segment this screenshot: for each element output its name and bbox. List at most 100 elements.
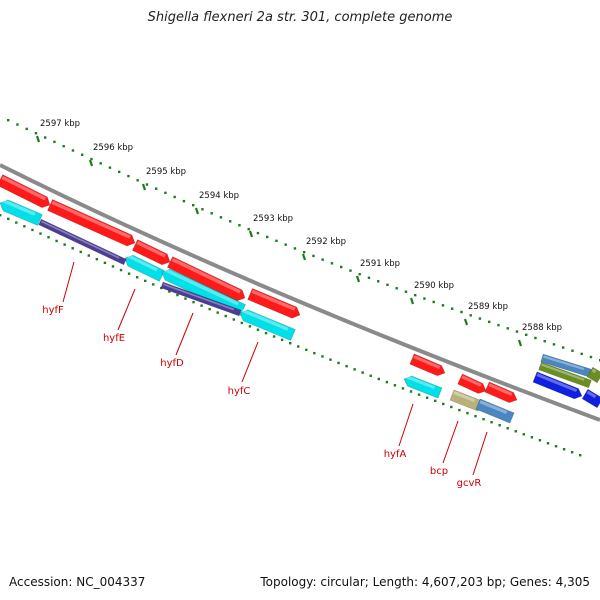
cds-forward-block [247, 288, 301, 319]
inner-dot [417, 393, 421, 396]
inner-dot [482, 418, 485, 421]
inner-dot [530, 436, 534, 439]
inner-dot [546, 442, 550, 445]
gene-label: hyfE [103, 333, 125, 344]
ruler-dot [441, 304, 445, 307]
ruler-dot [552, 343, 556, 346]
ruler-dot [7, 119, 10, 122]
ruler-ticks [35, 135, 523, 347]
ruler-dot [312, 254, 315, 258]
ruler-major-tick [141, 183, 147, 191]
ruler-tick-label: 2596 kbp [93, 143, 133, 153]
inner-dot [506, 427, 509, 430]
ruler-dot [108, 166, 112, 169]
inner-dot [562, 448, 566, 451]
inner-dot [71, 247, 74, 250]
gene-label: hyfF [42, 305, 64, 316]
ruler-dot [210, 212, 213, 215]
cds-forward-block [484, 381, 518, 403]
ruler-dot [349, 269, 352, 272]
ruler-tick-label: 2593 kbp [253, 214, 293, 224]
inner-dot [0, 214, 2, 217]
cds-reverse-block [124, 253, 166, 282]
gene-label: hyfA [384, 449, 407, 460]
inner-dot [280, 338, 284, 342]
ruler-dot [469, 314, 472, 317]
inner-dot [63, 243, 66, 246]
ruler-tick-label: 2594 kbp [199, 191, 239, 201]
ruler-dot [340, 265, 343, 269]
inner-dot [442, 402, 445, 406]
ruler-major-tick [248, 230, 254, 238]
ruler-dot [192, 203, 195, 207]
cds-reverse-block [239, 308, 296, 341]
gene-label-leaders [62, 261, 488, 476]
ruler-dot [571, 349, 574, 352]
ruler-dot [515, 330, 519, 333]
gene-label-leader [442, 420, 459, 464]
cds-forward-block [409, 353, 446, 377]
cds-reverse-block [403, 375, 443, 399]
inner-dot [200, 304, 203, 307]
inner-dot [369, 374, 372, 377]
ruler-dot [377, 280, 380, 283]
ruler-dot [358, 272, 361, 276]
inner-dot [490, 421, 493, 424]
ruler-major-tick [517, 339, 523, 347]
gene-label: hyfC [228, 386, 251, 397]
inner-dot [401, 387, 405, 390]
inner-dot [514, 430, 517, 433]
inner-dot [345, 364, 348, 368]
ruler-dot [543, 339, 546, 343]
inner-dot [538, 439, 542, 442]
ruler-dot [321, 258, 324, 261]
inner-dot [522, 433, 526, 436]
inner-dot [570, 451, 574, 454]
genome-backbone [0, 163, 600, 422]
inner-dot [240, 321, 244, 325]
inner-dot [15, 221, 18, 224]
inner-dot [7, 217, 10, 221]
ruler-dot [164, 191, 167, 195]
inner-dot [103, 261, 107, 265]
ruler-dot [589, 355, 593, 359]
ruler-dot [404, 290, 408, 293]
inner-dot [256, 328, 260, 331]
inner-dot [434, 399, 437, 403]
ruler-tick-labels: 2597 kbp 2596 kbp 2595 kbp 2594 kbp 2593 kbp… [40, 119, 562, 333]
ruler-dot [506, 327, 509, 330]
inner-dot [23, 225, 26, 228]
ruler-major-tick [301, 253, 307, 261]
gene-features [0, 174, 600, 424]
ruler-dot [229, 220, 232, 223]
inner-dot [135, 276, 139, 279]
ruler-dot [562, 346, 565, 349]
ruler-dot [219, 216, 223, 219]
inner-dot [111, 265, 115, 268]
cds-forward-block [47, 199, 136, 247]
inner-dot [55, 239, 58, 243]
ruler-dot [155, 187, 158, 190]
ruler-dot [247, 227, 250, 231]
green-block [586, 366, 600, 384]
blue-block [532, 371, 583, 400]
olive-block [449, 389, 483, 412]
ruler-dot [488, 320, 491, 324]
inner-dot [409, 390, 413, 393]
ruler-dot [414, 293, 417, 297]
inner-dot [305, 348, 308, 352]
ruler-dot [81, 153, 84, 156]
inner-dot [393, 384, 397, 387]
cds-forward-block [167, 256, 246, 302]
ruler-dot [423, 297, 426, 300]
inner-dot [184, 297, 187, 300]
inner-dot [579, 454, 582, 457]
inner-dot [31, 228, 34, 232]
inner-dot [168, 290, 171, 293]
ruler-dot [534, 336, 537, 340]
ruler-dot [238, 224, 241, 227]
ruler-dot [284, 243, 287, 246]
ruler-dot [16, 123, 19, 126]
